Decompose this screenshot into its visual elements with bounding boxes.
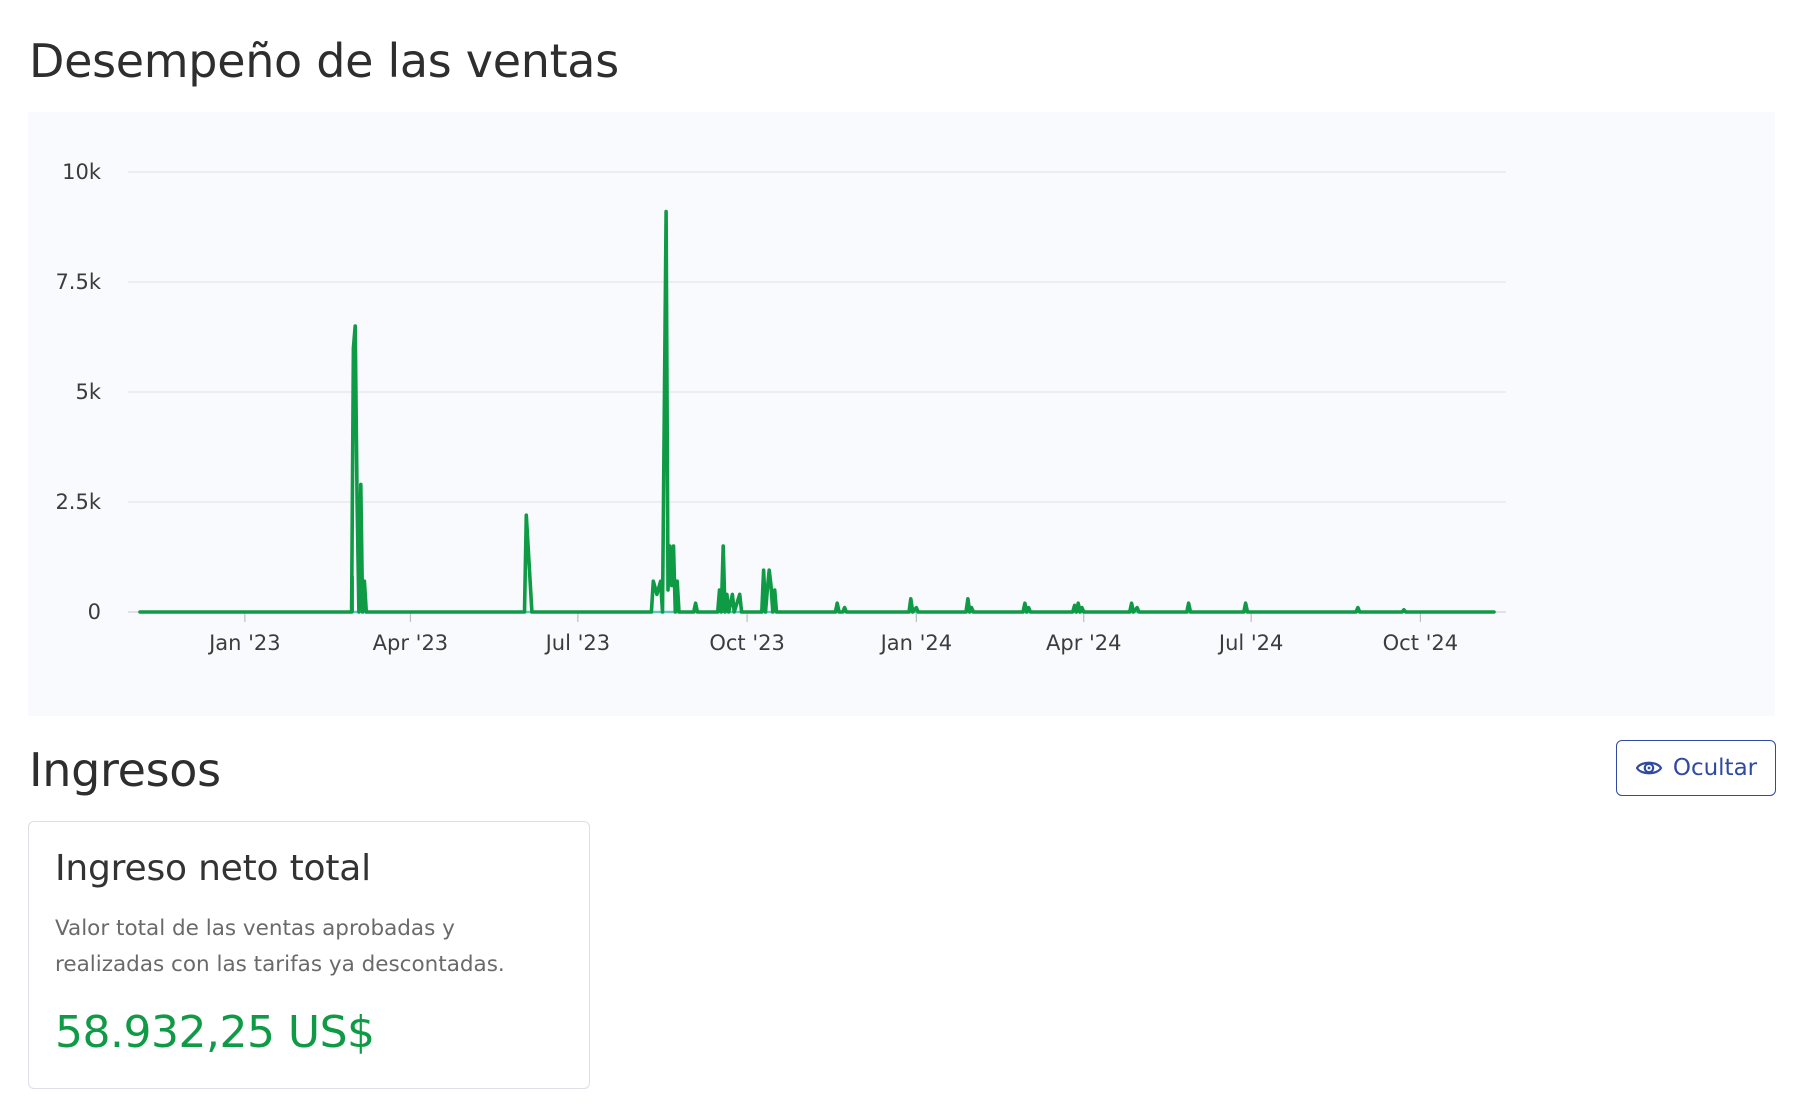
y-tick-label: 5k (75, 380, 101, 404)
chart-y-ticks: 0 2.5k 5k 7.5k 10k (55, 160, 101, 624)
x-tick-label: Oct '23 (709, 631, 784, 655)
net-income-value: 58.932,25 US$ (55, 1007, 375, 1058)
y-tick-label: 10k (62, 160, 102, 184)
hide-income-button[interactable]: Ocultar (1616, 740, 1776, 796)
sales-performance-title: Desempeño de las ventas (29, 34, 619, 88)
net-income-card: Ingreso neto total Valor total de las ve… (28, 821, 590, 1089)
sales-chart: 0 2.5k 5k 7.5k 10k Jan '23 Apr '23 Jul '23 Oct … (28, 112, 1775, 716)
y-tick-label: 2.5k (55, 490, 101, 514)
eye-icon (1635, 761, 1662, 775)
net-income-title: Ingreso neto total (55, 848, 371, 889)
chart-series (138, 209, 1496, 614)
x-tick-label: Oct '24 (1383, 631, 1458, 655)
x-tick-label: Jul '24 (1217, 631, 1284, 655)
x-tick-label: Jan '24 (879, 631, 953, 655)
x-tick-label: Apr '23 (373, 631, 449, 655)
x-tick-label: Apr '24 (1046, 631, 1122, 655)
chart-gridlines (128, 171, 1506, 613)
approved-sales-line (138, 209, 1496, 614)
x-tick-label: Jul '23 (544, 631, 611, 655)
x-tick-label: Jan '23 (207, 631, 281, 655)
chart-x-ticks: Jan '23 Apr '23 Jul '23 Oct '23 Jan '24 Apr '… (207, 612, 1458, 655)
hide-button-label: Ocultar (1672, 755, 1758, 781)
net-income-description: Valor total de las ventas aprobadas y re… (55, 916, 505, 977)
sales-chart-svg: 0 2.5k 5k 7.5k 10k Jan '23 Apr '23 Jul '23 Oct … (55, 160, 1506, 655)
y-tick-label: 7.5k (55, 270, 101, 294)
income-title: Ingresos (29, 743, 221, 797)
y-tick-label: 0 (88, 600, 101, 624)
